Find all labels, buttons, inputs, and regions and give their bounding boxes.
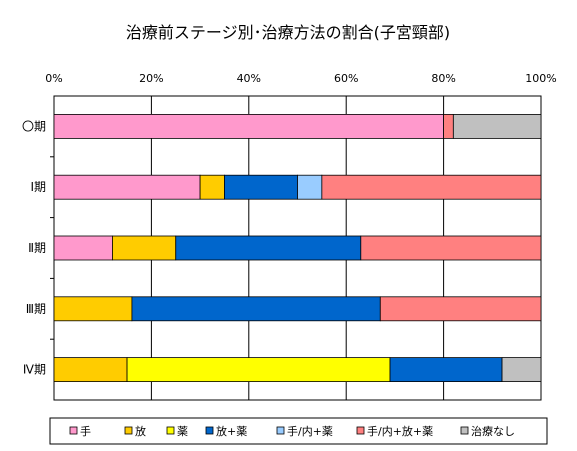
legend-label: 手/内+放+薬	[367, 424, 433, 438]
x-tick-label: 60%	[334, 72, 358, 85]
bar-segment	[131, 296, 381, 322]
bar-segment	[53, 114, 445, 139]
bar-segment	[199, 174, 225, 200]
x-tick-label: 20%	[139, 72, 163, 85]
bar-segment	[112, 235, 177, 261]
category-label: Ⅲ期	[26, 302, 46, 316]
plot-area: 0% 20% 40% 60% 80% 100% 〇期 Ⅰ期 Ⅱ期 Ⅲ期 Ⅳ期	[22, 72, 557, 401]
legend-swatch	[69, 426, 78, 435]
bar-segment	[175, 235, 362, 261]
legend-item: 治療なし	[460, 424, 515, 438]
category-label: Ⅱ期	[28, 241, 46, 255]
category-label: Ⅳ期	[23, 363, 46, 377]
legend-swatch	[356, 426, 365, 435]
bar-segment	[443, 114, 454, 139]
legend-item: 手/内+薬	[276, 424, 333, 438]
x-tick-label: 100%	[525, 72, 556, 85]
legend-label: 薬	[177, 425, 188, 438]
bar-segment	[501, 357, 542, 383]
x-tick-label: 0%	[45, 72, 62, 85]
bar-segment	[53, 235, 113, 261]
bar-segment	[53, 174, 201, 200]
legend-item: 手/内+放+薬	[356, 424, 433, 438]
bar-segment	[224, 174, 298, 200]
legend-swatch	[166, 426, 175, 435]
legend-item: 放	[124, 424, 146, 438]
x-tick-label: 80%	[431, 72, 455, 85]
bar-segment	[53, 296, 133, 322]
bar-segment	[452, 114, 542, 139]
legend-label: 放	[135, 424, 146, 438]
legend-item: 手	[69, 424, 91, 438]
category-label: Ⅰ期	[30, 180, 46, 194]
bar-segment	[360, 235, 542, 261]
bar-segment	[379, 296, 542, 322]
category-label: 〇期	[22, 119, 46, 133]
bar-segment	[297, 174, 323, 200]
bar-segment	[126, 357, 391, 383]
bar-segment	[389, 357, 503, 383]
legend-label: 手	[80, 424, 91, 438]
legend-label: 放+薬	[216, 424, 247, 438]
legend-label: 治療なし	[471, 424, 515, 438]
legend-item: 薬	[166, 425, 188, 438]
legend-swatch	[276, 426, 285, 435]
bar-segment	[53, 357, 128, 383]
legend-swatch	[205, 426, 214, 435]
x-tick-label: 40%	[237, 72, 261, 85]
legend-item: 放+薬	[205, 424, 247, 438]
chart-title: 治療前ステージ別･治療方法の割合(子宮頸部)	[126, 23, 450, 42]
bar-segment	[321, 174, 542, 200]
legend-swatch	[124, 426, 133, 435]
legend-swatch	[460, 426, 469, 435]
legend-label: 手/内+薬	[287, 424, 333, 438]
legend: 手 放 薬 放+薬 手/内+薬 手/内+放+薬 治療なし	[49, 417, 548, 445]
